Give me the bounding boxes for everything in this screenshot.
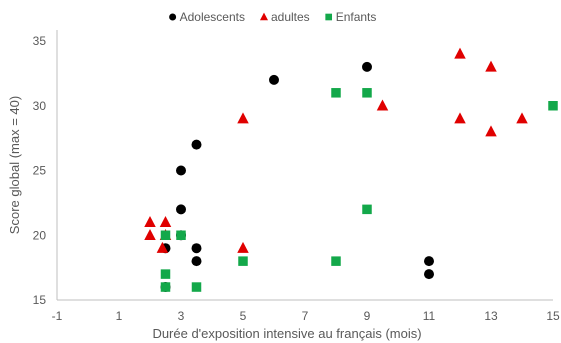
y-tick-label: 15 <box>33 293 47 307</box>
triangle-point <box>144 228 156 240</box>
square-point <box>362 88 372 98</box>
x-tick-label: 3 <box>178 309 185 323</box>
legend: Adolescents adultes Enfants <box>169 10 376 24</box>
y-axis-ticks: 15 20 25 30 35 <box>33 34 47 307</box>
triangle-point <box>237 112 249 124</box>
square-point <box>191 282 202 292</box>
triangle-point <box>454 47 466 59</box>
legend-item: Enfants <box>325 10 376 24</box>
legend-circle-marker <box>169 13 177 21</box>
legend-label: Adolescents <box>180 10 245 24</box>
square-point <box>176 230 186 240</box>
x-tick-label: -1 <box>52 309 63 323</box>
square-point <box>160 230 171 240</box>
x-tick-label: 15 <box>546 309 560 323</box>
square-point <box>331 256 341 266</box>
triangle-point <box>144 216 156 228</box>
legend-triangle-marker <box>259 12 269 21</box>
circle-point <box>176 165 186 176</box>
triangle-point <box>159 216 172 228</box>
circle-point <box>424 256 434 267</box>
legend-item: adultes <box>259 10 310 24</box>
y-tick-label: 30 <box>33 99 47 113</box>
circle-point <box>191 243 202 254</box>
y-tick-label: 20 <box>33 228 47 242</box>
y-tick-label: 35 <box>33 34 47 48</box>
square-point <box>331 88 341 98</box>
circle-point <box>176 204 186 215</box>
square-point <box>238 256 248 266</box>
x-tick-label: 11 <box>423 309 436 323</box>
x-tick-label: 5 <box>240 309 247 323</box>
circle-point <box>191 256 202 267</box>
x-tick-label: 7 <box>302 309 309 323</box>
square-point <box>362 204 372 215</box>
legend-label: adultes <box>271 10 310 24</box>
x-tick-label: 9 <box>364 309 371 323</box>
legend-label: Enfants <box>336 10 377 24</box>
triangle-point <box>485 125 497 137</box>
circle-point <box>191 139 202 150</box>
triangle-point <box>156 241 169 253</box>
legend-item: Adolescents <box>169 10 245 24</box>
square-point <box>160 269 171 279</box>
x-axis-ticks: -1 1 3 5 7 9 11 13 15 <box>52 309 560 323</box>
circle-point <box>424 269 434 280</box>
y-axis-title: Score global (max = 40) <box>7 96 22 234</box>
triangle-point <box>485 60 497 72</box>
legend-square-marker <box>325 13 333 21</box>
data-points <box>144 47 558 293</box>
x-axis-title: Durée d'exposition intensive au français… <box>152 326 421 341</box>
square-point <box>160 282 171 292</box>
triangle-point <box>516 112 528 124</box>
triangle-point <box>454 112 466 124</box>
square-point <box>548 101 558 111</box>
x-tick-label: 1 <box>116 309 123 323</box>
triangle-point <box>376 99 389 111</box>
triangle-point <box>237 241 249 253</box>
y-tick-label: 25 <box>33 164 47 178</box>
circle-point <box>269 74 279 85</box>
x-tick-label: 13 <box>484 309 498 323</box>
circle-point <box>362 61 372 72</box>
